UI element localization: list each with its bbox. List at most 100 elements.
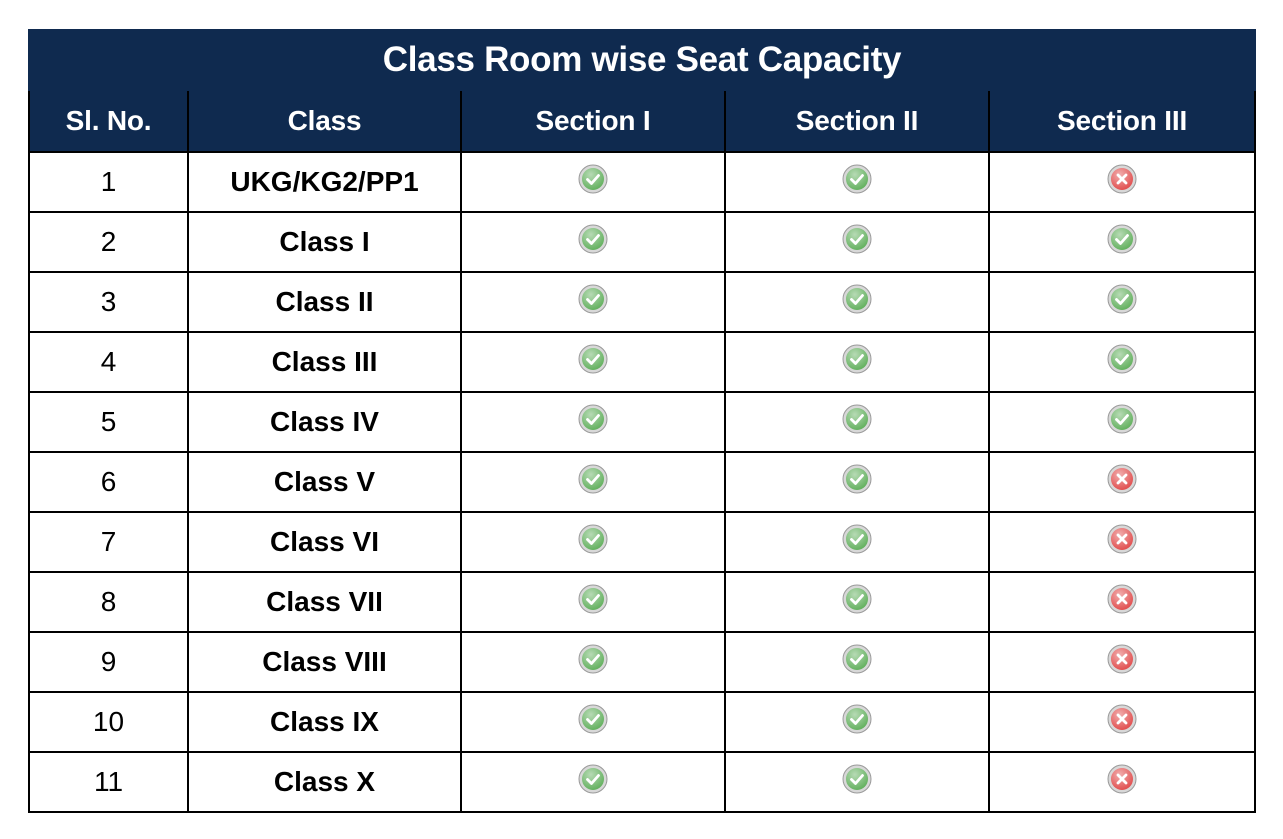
cross-circle-icon — [1107, 464, 1137, 494]
class-name-cell: Class VIII — [187, 631, 462, 693]
sl-no-cell: 8 — [28, 571, 189, 633]
check-circle-icon — [578, 704, 608, 734]
check-circle-icon — [842, 704, 872, 734]
check-circle-icon — [578, 524, 608, 554]
sl-no-cell: 9 — [28, 631, 189, 693]
class-name-cell: Class I — [187, 211, 462, 273]
sl-no-cell: 6 — [28, 451, 189, 513]
section-3-status-cell — [988, 151, 1256, 213]
table-row: 7 Class VI — [28, 511, 1256, 573]
header-section-i: Section I — [460, 89, 726, 153]
class-name-cell: UKG/KG2/PP1 — [187, 151, 462, 213]
sl-no-cell: 7 — [28, 511, 189, 573]
section-1-status-cell — [460, 151, 726, 213]
section-3-status-cell — [988, 451, 1256, 513]
cross-circle-icon — [1107, 644, 1137, 674]
check-circle-icon — [842, 644, 872, 674]
section-3-status-cell — [988, 511, 1256, 573]
section-3-status-cell — [988, 271, 1256, 333]
section-2-status-cell — [724, 631, 990, 693]
sl-no-cell: 4 — [28, 331, 189, 393]
table-body: 1 UKG/KG2/PP1 2 Class I 3 Class II 4 Class III 5… — [28, 151, 1256, 813]
class-name-cell: Class V — [187, 451, 462, 513]
section-3-status-cell — [988, 691, 1256, 753]
section-1-status-cell — [460, 571, 726, 633]
sl-no-cell: 11 — [28, 751, 189, 813]
cross-circle-icon — [1107, 584, 1137, 614]
sl-no-cell: 1 — [28, 151, 189, 213]
section-3-status-cell — [988, 571, 1256, 633]
section-3-status-cell — [988, 211, 1256, 273]
header-row: Sl. No. Class Section I Section II Secti… — [28, 89, 1256, 153]
seat-capacity-table-wrapper: Class Room wise Seat Capacity Sl. No. Cl… — [28, 29, 1256, 813]
sl-no-cell: 3 — [28, 271, 189, 333]
check-circle-icon — [578, 344, 608, 374]
seat-capacity-table: Class Room wise Seat Capacity Sl. No. Cl… — [28, 29, 1256, 813]
section-1-status-cell — [460, 751, 726, 813]
check-circle-icon — [842, 224, 872, 254]
section-2-status-cell — [724, 331, 990, 393]
cross-circle-icon — [1107, 704, 1137, 734]
table-row: 10 Class IX — [28, 691, 1256, 753]
title-row: Class Room wise Seat Capacity — [28, 29, 1256, 91]
check-circle-icon — [578, 404, 608, 434]
section-2-status-cell — [724, 271, 990, 333]
section-2-status-cell — [724, 391, 990, 453]
sl-no-cell: 10 — [28, 691, 189, 753]
check-circle-icon — [842, 404, 872, 434]
section-2-status-cell — [724, 451, 990, 513]
table-row: 1 UKG/KG2/PP1 — [28, 151, 1256, 213]
class-name-cell: Class X — [187, 751, 462, 813]
check-circle-icon — [842, 464, 872, 494]
check-circle-icon — [842, 344, 872, 374]
section-1-status-cell — [460, 511, 726, 573]
header-section-iii: Section III — [988, 89, 1256, 153]
section-1-status-cell — [460, 211, 726, 273]
table-row: 4 Class III — [28, 331, 1256, 393]
section-3-status-cell — [988, 391, 1256, 453]
table-row: 2 Class I — [28, 211, 1256, 273]
section-2-status-cell — [724, 691, 990, 753]
class-name-cell: Class III — [187, 331, 462, 393]
check-circle-icon — [578, 644, 608, 674]
cross-circle-icon — [1107, 524, 1137, 554]
class-name-cell: Class VII — [187, 571, 462, 633]
table-row: 5 Class IV — [28, 391, 1256, 453]
check-circle-icon — [842, 764, 872, 794]
check-circle-icon — [842, 284, 872, 314]
header-sl-no: Sl. No. — [28, 89, 189, 153]
table-row: 3 Class II — [28, 271, 1256, 333]
section-2-status-cell — [724, 151, 990, 213]
sl-no-cell: 2 — [28, 211, 189, 273]
table-row: 6 Class V — [28, 451, 1256, 513]
section-1-status-cell — [460, 331, 726, 393]
class-name-cell: Class VI — [187, 511, 462, 573]
section-2-status-cell — [724, 511, 990, 573]
section-1-status-cell — [460, 631, 726, 693]
check-circle-icon — [1107, 224, 1137, 254]
check-circle-icon — [842, 524, 872, 554]
section-2-status-cell — [724, 571, 990, 633]
check-circle-icon — [578, 584, 608, 614]
section-1-status-cell — [460, 451, 726, 513]
check-circle-icon — [578, 224, 608, 254]
section-2-status-cell — [724, 751, 990, 813]
class-name-cell: Class IX — [187, 691, 462, 753]
section-1-status-cell — [460, 691, 726, 753]
section-3-status-cell — [988, 331, 1256, 393]
cross-circle-icon — [1107, 164, 1137, 194]
class-name-cell: Class II — [187, 271, 462, 333]
table-row: 9 Class VIII — [28, 631, 1256, 693]
check-circle-icon — [1107, 404, 1137, 434]
section-1-status-cell — [460, 271, 726, 333]
section-3-status-cell — [988, 631, 1256, 693]
check-circle-icon — [842, 164, 872, 194]
section-3-status-cell — [988, 751, 1256, 813]
check-circle-icon — [1107, 284, 1137, 314]
check-circle-icon — [578, 464, 608, 494]
section-1-status-cell — [460, 391, 726, 453]
table-title: Class Room wise Seat Capacity — [28, 29, 1256, 91]
sl-no-cell: 5 — [28, 391, 189, 453]
table-row: 8 Class VII — [28, 571, 1256, 633]
header-section-ii: Section II — [724, 89, 990, 153]
